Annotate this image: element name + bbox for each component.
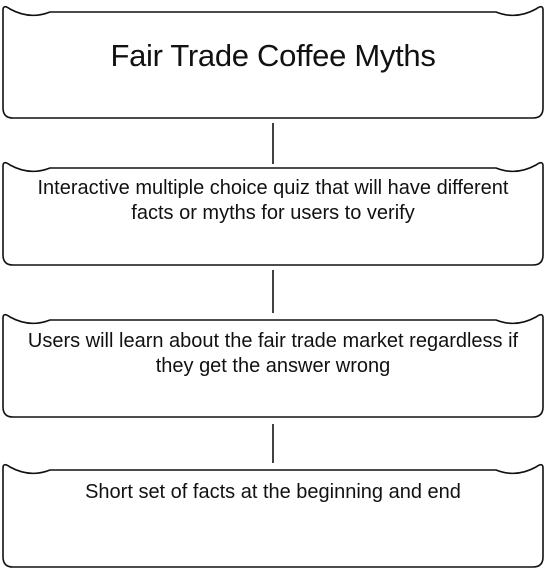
step-1-box xyxy=(2,161,544,266)
step-3-box xyxy=(2,463,544,568)
step-2-box xyxy=(2,313,544,418)
title-box xyxy=(2,5,544,119)
